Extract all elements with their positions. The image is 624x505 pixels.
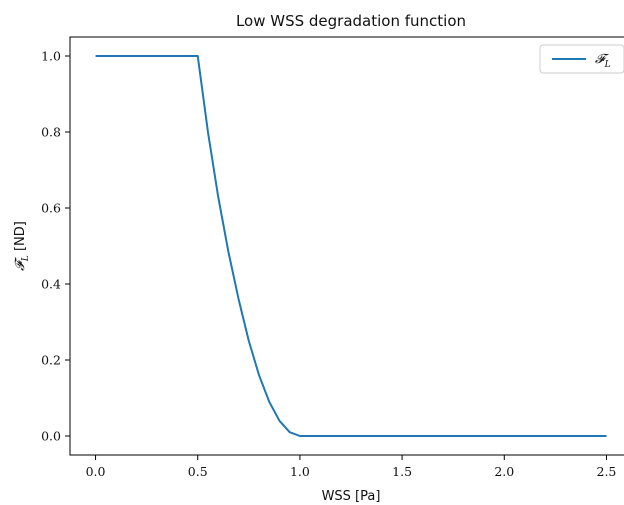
y-tick-label: 0.4 (41, 277, 61, 292)
x-tick-label: 1.5 (392, 464, 412, 479)
x-tick-label: 1.0 (290, 464, 310, 479)
series-line-0 (95, 55, 607, 437)
x-tick-label: 2.0 (494, 464, 514, 479)
legend: 𝓕L (539, 44, 624, 74)
y-tick-label: 0.6 (41, 201, 61, 216)
series-layer (95, 55, 607, 437)
chart-title: Low WSS degradation function (236, 12, 466, 30)
y-tick-label: 0.8 (41, 125, 61, 140)
y-axis-label: 𝓕L [ND] (13, 221, 31, 271)
x-tick-label: 0.0 (86, 464, 106, 479)
x-tick-label: 0.5 (188, 464, 208, 479)
y-axis-label-symbol: 𝓕L [ND] (13, 221, 31, 271)
y-tick-label: 0.0 (41, 429, 61, 444)
axes-frame (69, 36, 624, 456)
x-axis-label: WSS [Pa] (322, 489, 381, 504)
y-tick-label: 1.0 (41, 49, 61, 64)
y-axis: 0.0 0.2 0.4 0.6 0.8 1.0 (41, 49, 70, 444)
plot-area (69, 36, 624, 456)
x-axis: 0.0 0.5 1.0 1.5 2.0 2.5 (86, 455, 617, 479)
x-tick-label: 2.5 (597, 464, 617, 479)
y-tick-label: 0.2 (41, 353, 61, 368)
